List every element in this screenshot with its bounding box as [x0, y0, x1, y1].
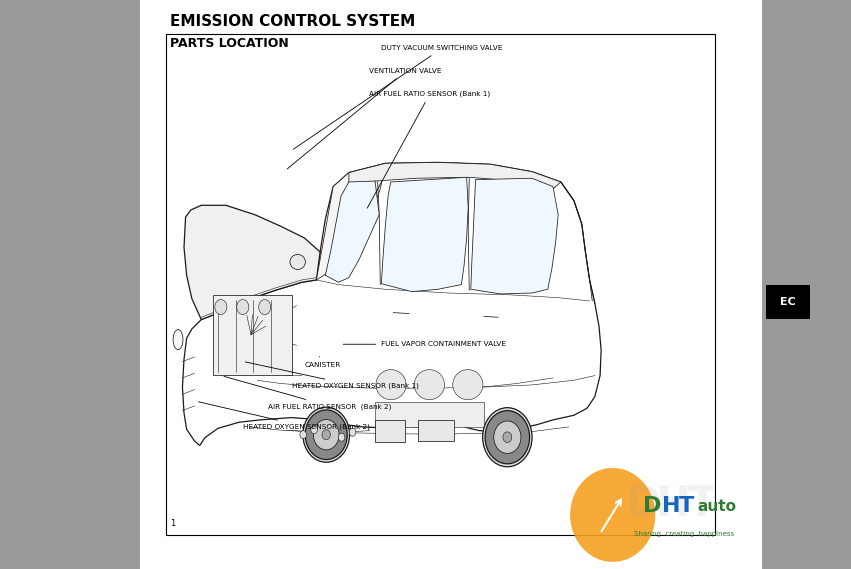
Text: H: H	[662, 496, 681, 517]
Ellipse shape	[503, 432, 511, 443]
Text: 1: 1	[170, 519, 175, 528]
Ellipse shape	[485, 411, 529, 464]
Ellipse shape	[313, 419, 339, 450]
Bar	[140, 0, 762, 569]
Text: AIR FUEL RATIO SENSOR (Bank 1): AIR FUEL RATIO SENSOR (Bank 1)	[368, 90, 490, 208]
Ellipse shape	[349, 428, 356, 436]
Ellipse shape	[453, 370, 483, 399]
Text: CANISTER: CANISTER	[305, 357, 341, 368]
Ellipse shape	[339, 433, 345, 441]
Text: H: H	[654, 483, 690, 525]
Bar	[419, 420, 454, 441]
Polygon shape	[381, 178, 468, 291]
Ellipse shape	[570, 468, 655, 562]
Bar	[374, 402, 484, 427]
Text: T: T	[688, 483, 717, 525]
Polygon shape	[317, 163, 386, 280]
Text: D: D	[625, 483, 660, 525]
Ellipse shape	[376, 370, 406, 399]
Text: EC: EC	[780, 296, 796, 307]
Text: EMISSION CONTROL SYSTEM: EMISSION CONTROL SYSTEM	[170, 14, 415, 29]
Text: D: D	[643, 496, 661, 517]
Text: auto: auto	[698, 499, 737, 514]
Ellipse shape	[237, 299, 248, 315]
Text: VENTILATION VALVE: VENTILATION VALVE	[288, 68, 442, 169]
Ellipse shape	[214, 299, 227, 315]
Text: DUTY VACUUM SWITCHING VALVE: DUTY VACUUM SWITCHING VALVE	[294, 46, 503, 149]
Text: FUEL VAPOR CONTAINMENT VALVE: FUEL VAPOR CONTAINMENT VALVE	[343, 341, 506, 347]
Ellipse shape	[494, 421, 521, 453]
Text: T: T	[679, 496, 694, 517]
Ellipse shape	[414, 370, 444, 399]
Ellipse shape	[483, 407, 532, 467]
Ellipse shape	[306, 410, 347, 460]
Bar	[213, 295, 292, 374]
Text: PARTS LOCATION: PARTS LOCATION	[170, 37, 289, 50]
Polygon shape	[471, 178, 558, 294]
Text: HEATED OXYGEN SENSOR (Bank 2): HEATED OXYGEN SENSOR (Bank 2)	[198, 402, 369, 430]
Ellipse shape	[259, 299, 271, 315]
Text: Sharing  creating  happiness: Sharing creating happiness	[634, 531, 734, 537]
Polygon shape	[182, 162, 601, 446]
Ellipse shape	[303, 407, 350, 462]
Bar	[766, 284, 810, 319]
Ellipse shape	[311, 426, 317, 434]
Polygon shape	[349, 162, 561, 189]
Polygon shape	[325, 181, 380, 282]
Bar	[374, 420, 405, 442]
Text: HEATED OXYGEN SENSOR (Bank 1): HEATED OXYGEN SENSOR (Bank 1)	[245, 362, 419, 389]
Ellipse shape	[290, 254, 306, 270]
Ellipse shape	[322, 430, 330, 440]
Text: AIR FUEL RATIO SENSOR  (Bank 2): AIR FUEL RATIO SENSOR (Bank 2)	[224, 376, 391, 410]
Ellipse shape	[173, 329, 183, 349]
Bar	[166, 34, 715, 535]
Ellipse shape	[300, 431, 306, 439]
Polygon shape	[184, 205, 320, 320]
